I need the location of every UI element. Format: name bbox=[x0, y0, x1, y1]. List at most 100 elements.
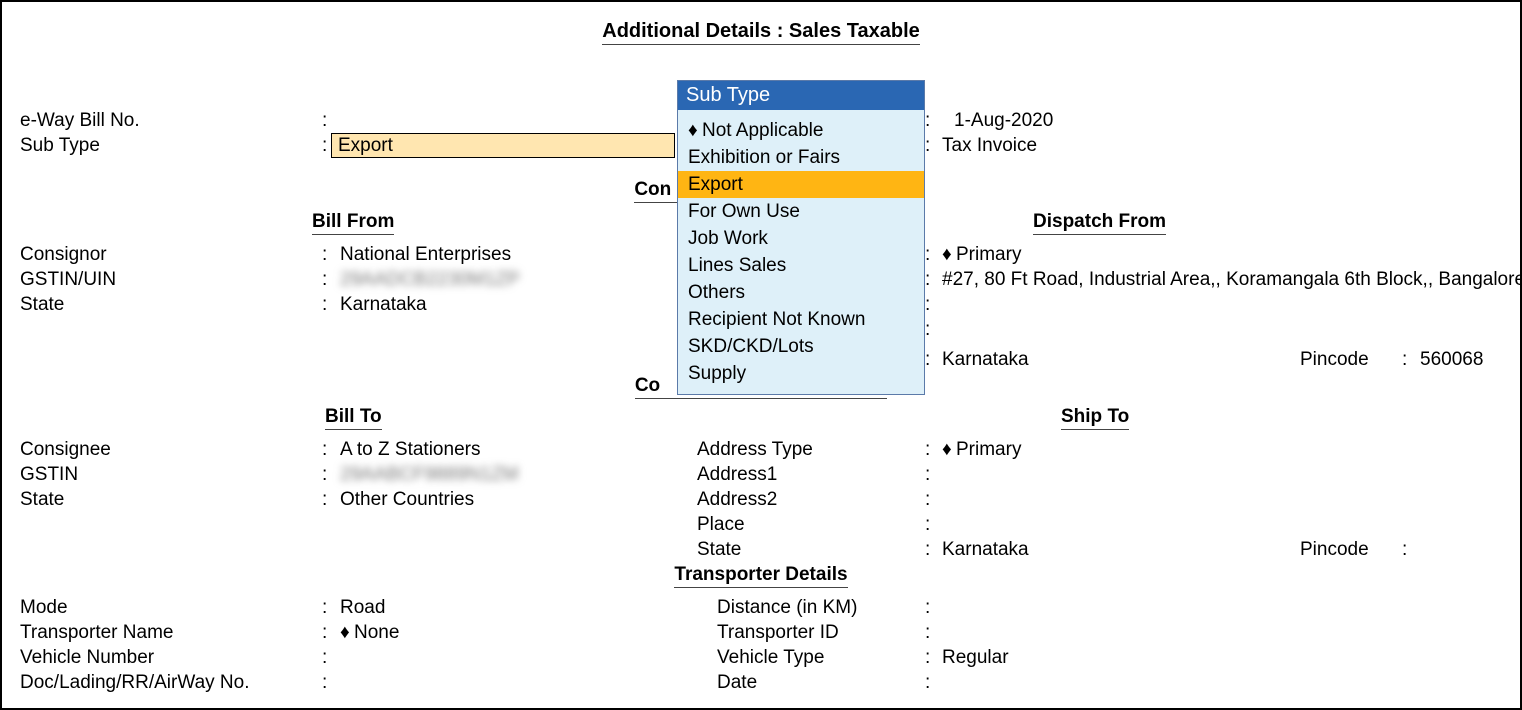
value-dispatch-state: Karnataka bbox=[942, 349, 1029, 371]
dropdown-item-label: Recipient Not Known bbox=[688, 309, 865, 330]
colon: : bbox=[925, 514, 930, 536]
dropdown-item[interactable]: For Own Use bbox=[678, 198, 924, 225]
value-consignee-state: Other Countries bbox=[340, 489, 474, 511]
dropdown-item-label: Job Work bbox=[688, 228, 768, 249]
colon: : bbox=[322, 269, 327, 291]
label-date2: Date bbox=[717, 672, 757, 694]
label-doc-lading: Doc/Lading/RR/AirWay No. bbox=[20, 672, 249, 694]
label-pincode2: Pincode bbox=[1300, 539, 1369, 561]
dropdown-item-label: Lines Sales bbox=[688, 255, 786, 276]
colon: : bbox=[322, 622, 327, 644]
colon: : bbox=[322, 672, 327, 694]
colon: : bbox=[925, 110, 930, 132]
colon: : bbox=[322, 647, 327, 669]
colon: : bbox=[322, 597, 327, 619]
dropdown-item[interactable]: Export bbox=[678, 171, 924, 198]
label-mode: Mode bbox=[20, 597, 68, 619]
dropdown-item[interactable]: Others bbox=[678, 279, 924, 306]
label-pincode: Pincode bbox=[1300, 349, 1369, 371]
diamond-icon: ♦ bbox=[942, 244, 956, 266]
dispatch-from-heading: Dispatch From bbox=[1033, 211, 1166, 235]
dropdown-item[interactable]: Exhibition or Fairs bbox=[678, 144, 924, 171]
page-title: Additional Details : Sales Taxable bbox=[2, 2, 1520, 45]
diamond-icon: ♦ bbox=[688, 118, 702, 143]
colon: : bbox=[925, 647, 930, 669]
colon: : bbox=[925, 135, 930, 157]
value-gstin-uin: 29AADCB2230M1ZP bbox=[340, 269, 520, 291]
dropdown-header: Sub Type bbox=[678, 81, 924, 110]
label-transporter-name: Transporter Name bbox=[20, 622, 173, 644]
sub-type-dropdown[interactable]: Sub Type ♦Not Applicable Exhibition or Fa… bbox=[677, 80, 925, 395]
diamond-icon: ♦ bbox=[942, 439, 956, 461]
colon: : bbox=[925, 294, 930, 316]
colon: : bbox=[925, 539, 930, 561]
colon: : bbox=[925, 672, 930, 694]
label-consignee: Consignee bbox=[20, 439, 111, 461]
dropdown-item[interactable]: Recipient Not Known bbox=[678, 306, 924, 333]
label-gstin-uin: GSTIN/UIN bbox=[20, 269, 116, 291]
value-date: 1-Aug-2020 bbox=[954, 110, 1053, 132]
label-sub-type: Sub Type bbox=[20, 135, 100, 157]
dropdown-item[interactable]: Job Work bbox=[678, 225, 924, 252]
colon: : bbox=[925, 489, 930, 511]
dropdown-item[interactable]: ♦Not Applicable bbox=[678, 110, 924, 144]
dropdown-item-label: Supply bbox=[688, 363, 746, 384]
diamond-icon: ♦ bbox=[340, 622, 354, 644]
dropdown-item[interactable]: SKD/CKD/Lots bbox=[678, 333, 924, 360]
value-gstin: 29AABCF9889N1ZM bbox=[340, 464, 518, 486]
label-state: State bbox=[20, 294, 64, 316]
colon: : bbox=[925, 439, 930, 461]
bill-from-heading: Bill From bbox=[312, 211, 394, 235]
value-consignor: National Enterprises bbox=[340, 244, 511, 266]
colon: : bbox=[322, 135, 327, 157]
value-dispatch-address1: #27, 80 Ft Road, Industrial Area,, Koram… bbox=[942, 269, 1522, 291]
value-consignee: A to Z Stationers bbox=[340, 439, 480, 461]
label-gstin: GSTIN bbox=[20, 464, 78, 486]
label-place: Place bbox=[697, 514, 745, 536]
colon: : bbox=[1402, 349, 1407, 371]
colon: : bbox=[925, 622, 930, 644]
value-ship-address-type: ♦Primary bbox=[942, 439, 1021, 461]
colon: : bbox=[925, 269, 930, 291]
dropdown-item-label: Others bbox=[688, 282, 745, 303]
label-transporter-id: Transporter ID bbox=[717, 622, 839, 644]
colon: : bbox=[322, 110, 327, 132]
dropdown-item-label: Not Applicable bbox=[702, 120, 823, 141]
dropdown-item-label: For Own Use bbox=[688, 201, 800, 222]
transporter-details-heading: Transporter Details bbox=[674, 564, 847, 588]
sub-type-input[interactable]: Export bbox=[331, 133, 675, 158]
additional-details-window: Additional Details : Sales Taxable e-Way… bbox=[0, 0, 1522, 710]
label-address1: Address1 bbox=[697, 464, 777, 486]
dropdown-item-label: SKD/CKD/Lots bbox=[688, 336, 814, 357]
value-transporter-name: ♦None bbox=[340, 622, 399, 644]
dropdown-item[interactable]: Supply bbox=[678, 360, 924, 394]
label-state2: State bbox=[20, 489, 64, 511]
value-ship-state: Karnataka bbox=[942, 539, 1029, 561]
dropdown-item[interactable]: Lines Sales bbox=[678, 252, 924, 279]
label-eway-bill-no: e-Way Bill No. bbox=[20, 110, 140, 132]
colon: : bbox=[925, 244, 930, 266]
label-consignor: Consignor bbox=[20, 244, 107, 266]
colon: : bbox=[1402, 539, 1407, 561]
bill-to-heading: Bill To bbox=[325, 406, 382, 430]
dropdown-item-label: Exhibition or Fairs bbox=[688, 147, 840, 168]
colon: : bbox=[322, 464, 327, 486]
value-dispatch-address-type: ♦Primary bbox=[942, 244, 1021, 266]
value-dispatch-pincode: 560068 bbox=[1420, 349, 1483, 371]
colon: : bbox=[925, 349, 930, 371]
value-doc-type: Tax Invoice bbox=[942, 135, 1037, 157]
label-state3: State bbox=[697, 539, 741, 561]
label-vehicle-type: Vehicle Type bbox=[717, 647, 824, 669]
label-distance: Distance (in KM) bbox=[717, 597, 857, 619]
colon: : bbox=[322, 244, 327, 266]
dropdown-item-label: Export bbox=[688, 174, 743, 195]
page-title-text: Additional Details : Sales Taxable bbox=[602, 20, 920, 45]
sub-type-input-value: Export bbox=[338, 135, 393, 156]
value-consignor-state: Karnataka bbox=[340, 294, 427, 316]
colon: : bbox=[925, 597, 930, 619]
colon: : bbox=[925, 464, 930, 486]
colon: : bbox=[322, 489, 327, 511]
ship-to-heading: Ship To bbox=[1061, 406, 1129, 430]
value-mode: Road bbox=[340, 597, 385, 619]
label-vehicle-number: Vehicle Number bbox=[20, 647, 154, 669]
